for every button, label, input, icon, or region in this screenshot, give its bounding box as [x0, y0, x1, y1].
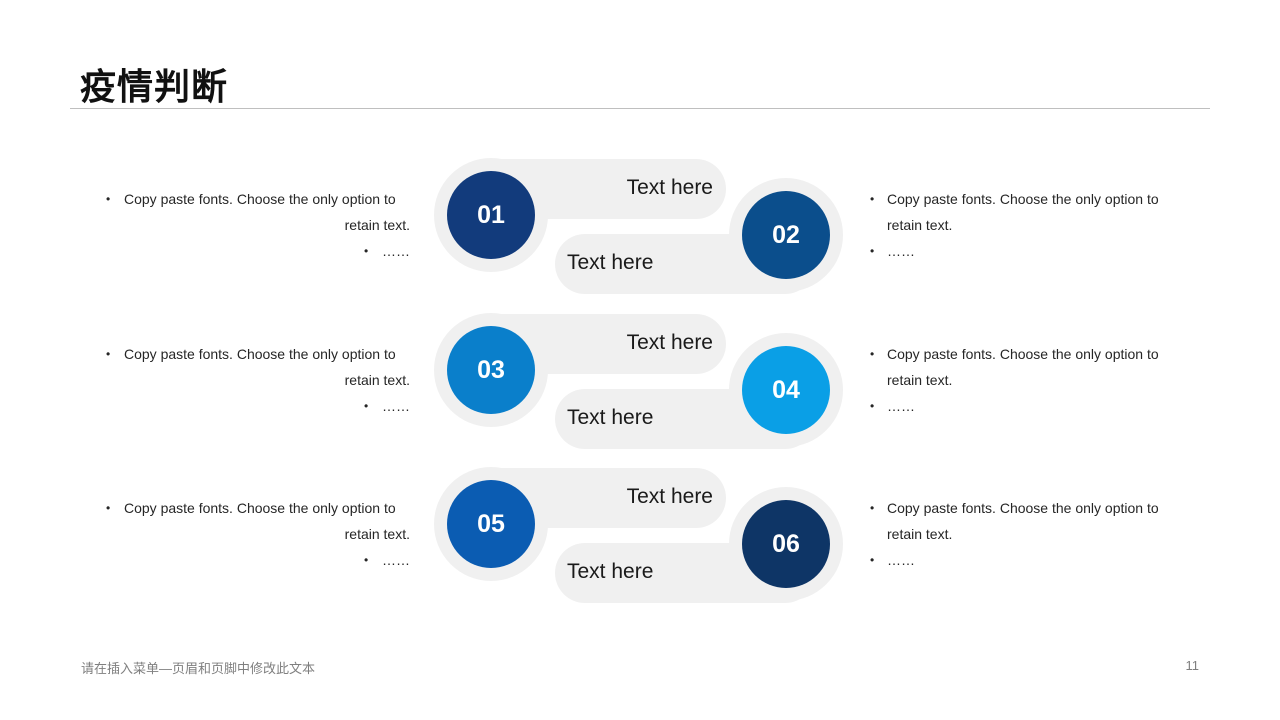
description-line: Copy paste fonts. Choose the only option… — [868, 495, 1188, 521]
description-ellipsis: …… — [364, 552, 410, 568]
step-row-3: 05 06 Text here Text here Copy paste fon… — [0, 465, 1280, 605]
step-row-2: 03 04 Text here Text here Copy paste fon… — [0, 311, 1280, 451]
description-line: retain text. — [887, 217, 953, 233]
step-number-02: 02 — [742, 191, 830, 279]
description-02: Copy paste fonts. Choose the only option… — [868, 186, 1188, 264]
description-line: retain text. — [887, 372, 953, 388]
description-04: Copy paste fonts. Choose the only option… — [868, 341, 1188, 419]
description-05: Copy paste fonts. Choose the only option… — [100, 495, 410, 573]
description-line: retain text. — [887, 526, 953, 542]
description-line: retain text. — [344, 526, 410, 542]
step-number-04: 04 — [742, 346, 830, 434]
step-number-03: 03 — [447, 326, 535, 414]
description-line: retain text. — [344, 217, 410, 233]
description-line: Copy paste fonts. Choose the only option… — [100, 495, 410, 521]
description-ellipsis: …… — [868, 393, 1188, 419]
description-line: Copy paste fonts. Choose the only option… — [100, 341, 410, 367]
step-number-06: 06 — [742, 500, 830, 588]
description-line: retain text. — [344, 372, 410, 388]
step-label-02: Text here — [567, 251, 654, 274]
description-ellipsis: …… — [868, 547, 1188, 573]
slide-title: 疫情判断 — [80, 66, 229, 107]
description-06: Copy paste fonts. Choose the only option… — [868, 495, 1188, 573]
step-number-05: 05 — [447, 480, 535, 568]
step-label-01: Text here — [626, 176, 713, 199]
description-03: Copy paste fonts. Choose the only option… — [100, 341, 410, 419]
description-ellipsis: …… — [868, 238, 1188, 264]
step-row-1: 01 02 Text here Text here Copy paste fon… — [0, 156, 1280, 296]
step-label-05: Text here — [626, 485, 713, 508]
description-ellipsis: …… — [364, 398, 410, 414]
title-divider — [70, 108, 1210, 109]
step-number-01: 01 — [447, 171, 535, 259]
footer-text: 请在插入菜单—页眉和页脚中修改此文本 — [81, 661, 316, 676]
description-line: Copy paste fonts. Choose the only option… — [868, 341, 1188, 367]
description-ellipsis: …… — [364, 243, 410, 259]
description-line: Copy paste fonts. Choose the only option… — [868, 186, 1188, 212]
description-01: Copy paste fonts. Choose the only option… — [100, 186, 410, 264]
step-label-03: Text here — [626, 331, 713, 354]
page-number: 11 — [1185, 658, 1200, 673]
step-label-04: Text here — [567, 406, 654, 429]
step-label-06: Text here — [567, 560, 654, 583]
description-line: Copy paste fonts. Choose the only option… — [100, 186, 410, 212]
